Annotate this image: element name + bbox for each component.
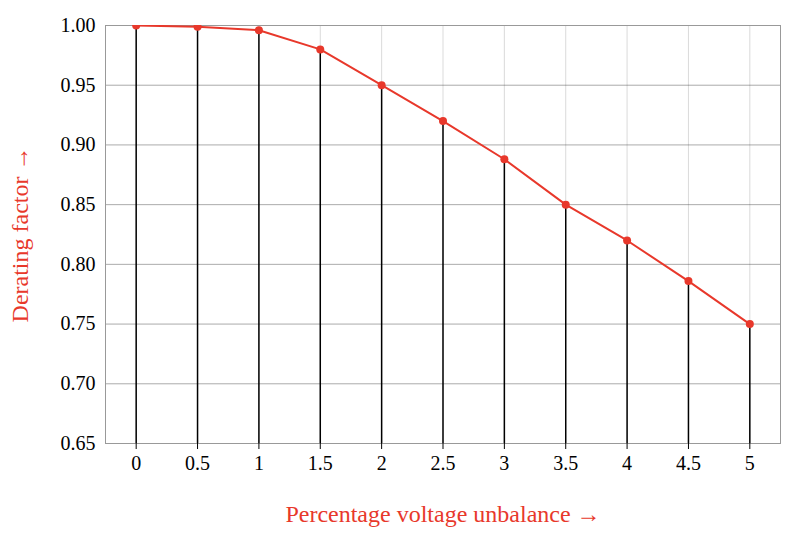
svg-text:3: 3 — [499, 452, 509, 474]
svg-text:2.5: 2.5 — [431, 452, 456, 474]
svg-text:0.80: 0.80 — [61, 253, 96, 275]
svg-text:0.65: 0.65 — [61, 432, 96, 454]
svg-text:0.85: 0.85 — [61, 193, 96, 215]
svg-text:0.70: 0.70 — [61, 372, 96, 394]
svg-text:0: 0 — [131, 452, 141, 474]
svg-text:1.5: 1.5 — [308, 452, 333, 474]
svg-text:Percentage voltage unbalance →: Percentage voltage unbalance → — [285, 501, 600, 527]
svg-text:5: 5 — [745, 452, 755, 474]
svg-text:1: 1 — [254, 452, 264, 474]
svg-text:0.75: 0.75 — [61, 312, 96, 334]
svg-text:0.5: 0.5 — [185, 452, 210, 474]
svg-text:3.5: 3.5 — [553, 452, 578, 474]
svg-text:4.5: 4.5 — [676, 452, 701, 474]
svg-text:Derating factor →: Derating factor → — [7, 147, 33, 323]
svg-text:2: 2 — [377, 452, 387, 474]
svg-text:4: 4 — [622, 452, 632, 474]
svg-text:1.00: 1.00 — [61, 14, 96, 36]
svg-text:0.95: 0.95 — [61, 74, 96, 96]
svg-text:0.90: 0.90 — [61, 133, 96, 155]
